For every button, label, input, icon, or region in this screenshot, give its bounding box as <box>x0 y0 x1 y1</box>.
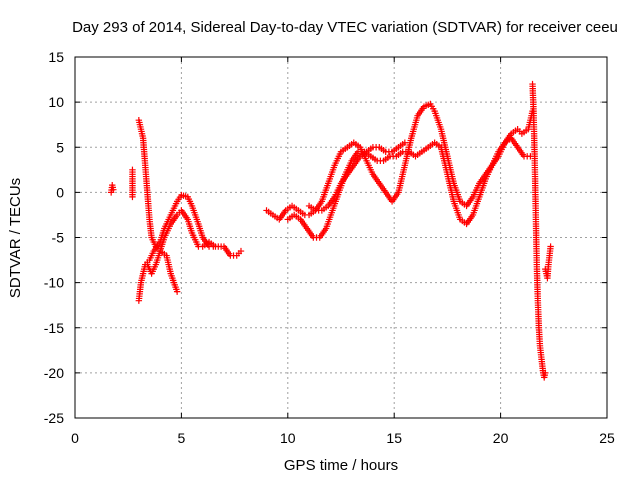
x-tick-label: 25 <box>599 430 615 446</box>
chart-title: Day 293 of 2014, Sidereal Day-to-day VTE… <box>72 19 618 36</box>
x-tick-labels: 0 5 10 15 20 25 <box>71 57 615 446</box>
data-point-c <box>173 288 181 295</box>
x-axis-label: GPS time / hours <box>284 457 398 474</box>
data-point-i <box>542 369 549 377</box>
y-tick-label: 0 <box>56 184 64 200</box>
y-tick-labels: -25 -20 -15 -10 -5 0 5 10 15 <box>44 49 607 426</box>
data-point-j <box>547 243 554 250</box>
x-tick-label: 20 <box>493 430 509 446</box>
data-markers <box>107 80 554 381</box>
x-tick-label: 10 <box>280 430 296 446</box>
y-axis-label: SDTVAR / TECUs <box>7 178 24 298</box>
data-point-b <box>129 166 136 174</box>
data-point-h <box>401 139 409 146</box>
y-tick-label: -20 <box>44 365 64 381</box>
x-tick-label: 0 <box>71 430 79 446</box>
y-tick-label: 10 <box>48 94 64 110</box>
y-tick-label: -5 <box>52 230 65 246</box>
y-tick-label: -15 <box>44 320 64 336</box>
y-tick-label: -10 <box>44 275 64 291</box>
data-point-a <box>110 186 117 193</box>
data-point-e <box>237 247 245 255</box>
y-tick-label: -25 <box>44 410 64 426</box>
x-tick-label: 5 <box>178 430 186 446</box>
y-tick-label: 15 <box>48 49 64 65</box>
y-tick-label: 5 <box>56 139 64 155</box>
x-tick-label: 15 <box>386 430 402 446</box>
